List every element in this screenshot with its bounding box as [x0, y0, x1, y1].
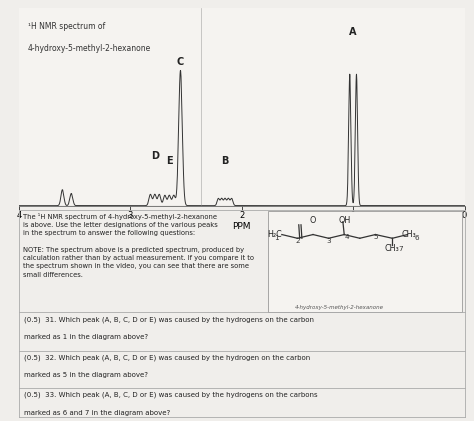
- Text: The ¹H NMR spectrum of 4-hydroxy-5-methyl-2-hexanone
is above. Use the letter de: The ¹H NMR spectrum of 4-hydroxy-5-methy…: [23, 213, 255, 277]
- Text: H₂C: H₂C: [267, 230, 282, 239]
- Text: 4-hydroxy-5-methyl-2-hexanone: 4-hydroxy-5-methyl-2-hexanone: [28, 44, 151, 53]
- Text: E: E: [166, 156, 173, 166]
- Text: OH: OH: [338, 216, 350, 225]
- Text: CH₃: CH₃: [385, 243, 400, 253]
- Text: C: C: [177, 57, 184, 67]
- Text: (0.5)  33. Which peak (A, B, C, D or E) was caused by the hydrogens on the carbo: (0.5) 33. Which peak (A, B, C, D or E) w…: [24, 392, 318, 398]
- Text: D: D: [151, 151, 159, 160]
- Text: marked as 6 and 7 in the diagram above?: marked as 6 and 7 in the diagram above?: [24, 410, 171, 416]
- Text: 1: 1: [274, 235, 278, 241]
- Text: A: A: [349, 27, 357, 37]
- Text: marked as 5 in the diagram above?: marked as 5 in the diagram above?: [24, 372, 148, 378]
- Text: 2: 2: [295, 238, 300, 244]
- Text: 5: 5: [373, 234, 378, 240]
- Text: 6: 6: [415, 235, 419, 241]
- Text: 7: 7: [398, 246, 403, 252]
- Text: (0.5)  32. Which peak (A, B, C, D or E) was caused by the hydrogen on the carbon: (0.5) 32. Which peak (A, B, C, D or E) w…: [24, 354, 310, 361]
- Text: 4: 4: [345, 234, 349, 240]
- Text: 3: 3: [326, 238, 331, 244]
- FancyBboxPatch shape: [268, 211, 462, 312]
- Text: O: O: [310, 216, 316, 225]
- X-axis label: PPM: PPM: [232, 221, 251, 231]
- Text: 4-hydroxy-5-methyl-2-hexanone: 4-hydroxy-5-methyl-2-hexanone: [295, 304, 384, 309]
- Text: CH₃: CH₃: [401, 230, 416, 239]
- Text: (0.5)  31. Which peak (A, B, C, D or E) was caused by the hydrogens on the carbo: (0.5) 31. Which peak (A, B, C, D or E) w…: [24, 316, 314, 323]
- Text: ¹H NMR spectrum of: ¹H NMR spectrum of: [28, 22, 105, 31]
- Text: B: B: [221, 156, 229, 166]
- Text: marked as 1 in the diagram above?: marked as 1 in the diagram above?: [24, 334, 148, 340]
